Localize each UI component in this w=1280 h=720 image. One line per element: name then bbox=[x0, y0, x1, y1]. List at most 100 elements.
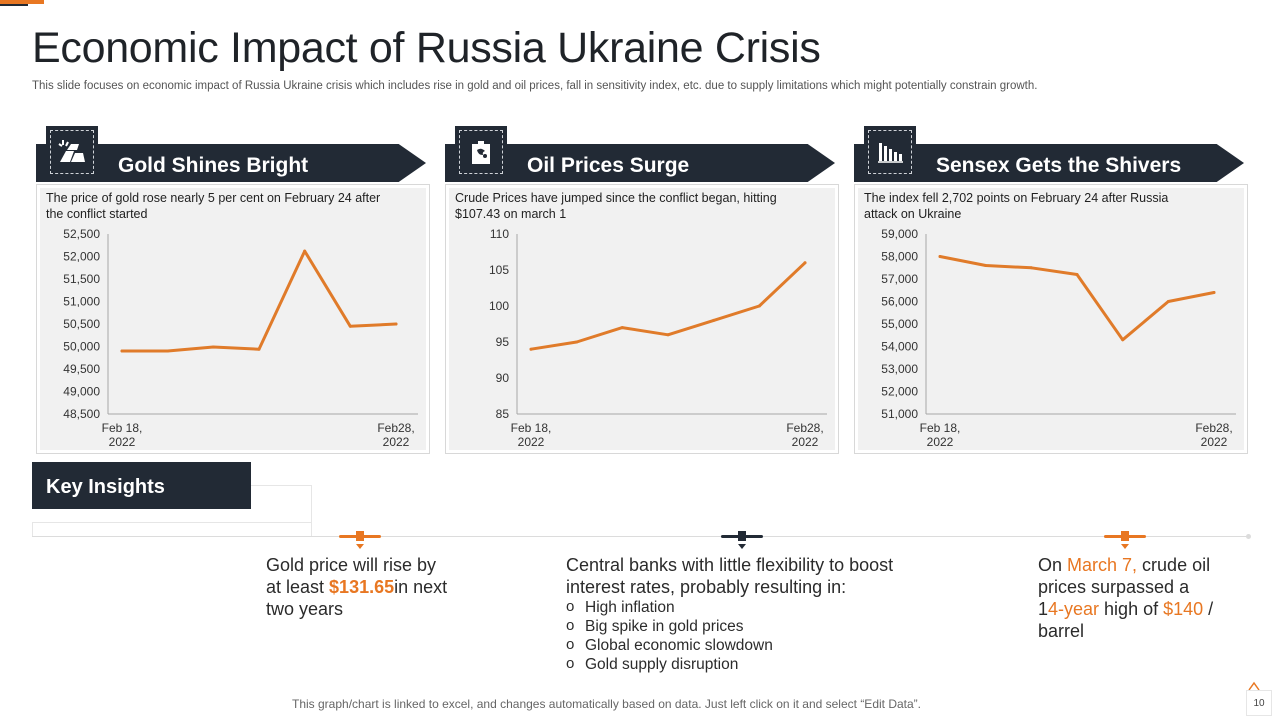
y-tick-label: 51,000 bbox=[63, 295, 100, 309]
insights-tab-outline-lower bbox=[32, 523, 312, 537]
data-point bbox=[529, 347, 533, 351]
data-point bbox=[1212, 291, 1216, 294]
y-tick-label: 58,000 bbox=[881, 250, 918, 264]
x-tick-label: 2022 bbox=[518, 435, 545, 449]
panel-background bbox=[449, 188, 835, 450]
x-tick-label: Feb28, bbox=[377, 421, 414, 435]
panel-sensex: Sensex Gets the Shivers The index fell 2… bbox=[854, 126, 1248, 454]
panel-title: Gold Shines Bright bbox=[118, 154, 309, 177]
list-item: Gold supply disruption bbox=[566, 654, 926, 674]
x-tick-label: Feb28, bbox=[1195, 421, 1232, 435]
top-accent-bar bbox=[0, 0, 44, 4]
series-line bbox=[938, 255, 1216, 342]
y-tick-label: 49,000 bbox=[63, 385, 100, 399]
bar-chart-icon bbox=[878, 143, 903, 163]
data-point bbox=[666, 333, 670, 337]
panel-background bbox=[40, 188, 426, 450]
insight-gold-text-end: in next two years bbox=[266, 577, 448, 619]
icon-box bbox=[46, 126, 98, 178]
insight-gold-text: Gold price will rise by at least bbox=[266, 555, 437, 597]
top-accent-bar-dark bbox=[0, 4, 28, 6]
oil-can-icon bbox=[472, 141, 490, 164]
series-line bbox=[120, 249, 398, 353]
data-point bbox=[257, 347, 261, 351]
data-point bbox=[984, 264, 988, 267]
insight-oil-text-2: crude oil prices surpassed a 1 bbox=[1038, 555, 1211, 619]
timeline-marker-oil bbox=[1104, 531, 1146, 549]
data-point bbox=[575, 340, 579, 344]
y-tick-label: 51,000 bbox=[881, 407, 918, 421]
x-tick-label: 2022 bbox=[927, 435, 954, 449]
page-corner-icon bbox=[1248, 681, 1260, 691]
list-item: Global economic slowdown bbox=[566, 635, 926, 655]
timeline-end-dot bbox=[1246, 534, 1251, 539]
y-tick-label: 54,000 bbox=[881, 340, 918, 354]
data-point bbox=[803, 261, 807, 265]
panel-title: Oil Prices Surge bbox=[527, 154, 690, 177]
x-tick-label: 2022 bbox=[792, 435, 819, 449]
y-tick-label: 50,000 bbox=[63, 340, 100, 354]
page-number: 10 bbox=[1246, 690, 1272, 716]
footer-note: This graph/chart is linked to excel, and… bbox=[292, 697, 921, 711]
y-tick-label: 110 bbox=[490, 227, 509, 241]
sensex-chart: 51,000 52,000 53,000 54,000 55,000 56,000 57,0… bbox=[881, 227, 1236, 449]
data-point bbox=[1121, 338, 1125, 342]
y-tick-label: 52,000 bbox=[881, 385, 918, 399]
panel-description: The price of gold rose nearly 5 per cent… bbox=[46, 191, 381, 221]
panel-title: Sensex Gets the Shivers bbox=[936, 154, 1182, 177]
data-point bbox=[712, 318, 716, 322]
insight-oil-text: On bbox=[1038, 555, 1068, 575]
insights-heading: Key Insights bbox=[46, 476, 165, 498]
x-tick-label: Feb28, bbox=[786, 421, 823, 435]
insight-oil-text-3: high of bbox=[1099, 599, 1164, 619]
data-point bbox=[1029, 266, 1033, 270]
y-tick-label: 100 bbox=[489, 299, 509, 313]
panel-oil: Oil Prices Surge Crude Prices have jumpe… bbox=[445, 126, 839, 454]
insights-tab bbox=[32, 462, 251, 509]
y-tick-label: 57,000 bbox=[881, 272, 918, 286]
y-tick-label: 59,000 bbox=[881, 227, 918, 241]
panel-description: The index fell 2,702 points on February … bbox=[864, 191, 1169, 221]
y-tick-label: 52,500 bbox=[63, 227, 100, 241]
data-point bbox=[211, 345, 215, 349]
icon-box bbox=[864, 126, 916, 178]
insight-oil-price: $140 bbox=[1163, 599, 1204, 619]
insight-oil: On March 7, crude oil prices surpassed a… bbox=[1038, 554, 1218, 642]
x-tick-label: Feb 18, bbox=[511, 421, 552, 435]
y-tick-label: 56,000 bbox=[881, 295, 918, 309]
data-point bbox=[303, 249, 307, 253]
timeline-line bbox=[32, 536, 1250, 537]
data-point bbox=[1075, 273, 1079, 276]
x-tick-label: 2022 bbox=[1201, 435, 1228, 449]
y-tick-label: 85 bbox=[496, 407, 510, 421]
insight-oil-date: March 7, bbox=[1067, 555, 1138, 575]
insight-oil-years: 4-year bbox=[1048, 599, 1100, 619]
y-tick-label: 105 bbox=[489, 263, 509, 277]
list-item: High inflation bbox=[566, 597, 926, 617]
gold-price-chart: 48,500 49,000 49,500 50,000 50,500 51,000 51,5… bbox=[63, 227, 418, 449]
x-tick-label: Feb 18, bbox=[102, 421, 143, 435]
insight-oil-text-4: / barrel bbox=[1038, 599, 1214, 641]
list-item: Big spike in gold prices bbox=[566, 616, 926, 636]
insight-banks-list: High inflation Big spike in gold prices … bbox=[566, 597, 926, 674]
data-point bbox=[394, 322, 398, 326]
data-point bbox=[166, 349, 170, 353]
y-tick-label: 90 bbox=[496, 371, 510, 385]
panel-banner bbox=[36, 144, 426, 182]
y-tick-label: 95 bbox=[496, 335, 510, 349]
data-point bbox=[757, 304, 761, 308]
panel-banner bbox=[854, 144, 1244, 182]
panel-gold: Gold Shines Bright The price of gold ros… bbox=[36, 126, 430, 454]
data-point bbox=[348, 324, 352, 328]
data-point bbox=[938, 255, 942, 258]
panel-background bbox=[858, 188, 1244, 450]
panel-banner bbox=[445, 144, 835, 182]
insight-gold-amount: $131.65 bbox=[329, 577, 395, 597]
insight-banks: Central banks with little flexibility to… bbox=[566, 554, 926, 674]
icon-box bbox=[455, 126, 507, 178]
insight-gold: Gold price will rise by at least $131.65… bbox=[266, 554, 456, 620]
x-tick-label: Feb 18, bbox=[920, 421, 961, 435]
data-point bbox=[620, 326, 624, 330]
insight-banks-text: Central banks with little flexibility to… bbox=[566, 555, 894, 597]
